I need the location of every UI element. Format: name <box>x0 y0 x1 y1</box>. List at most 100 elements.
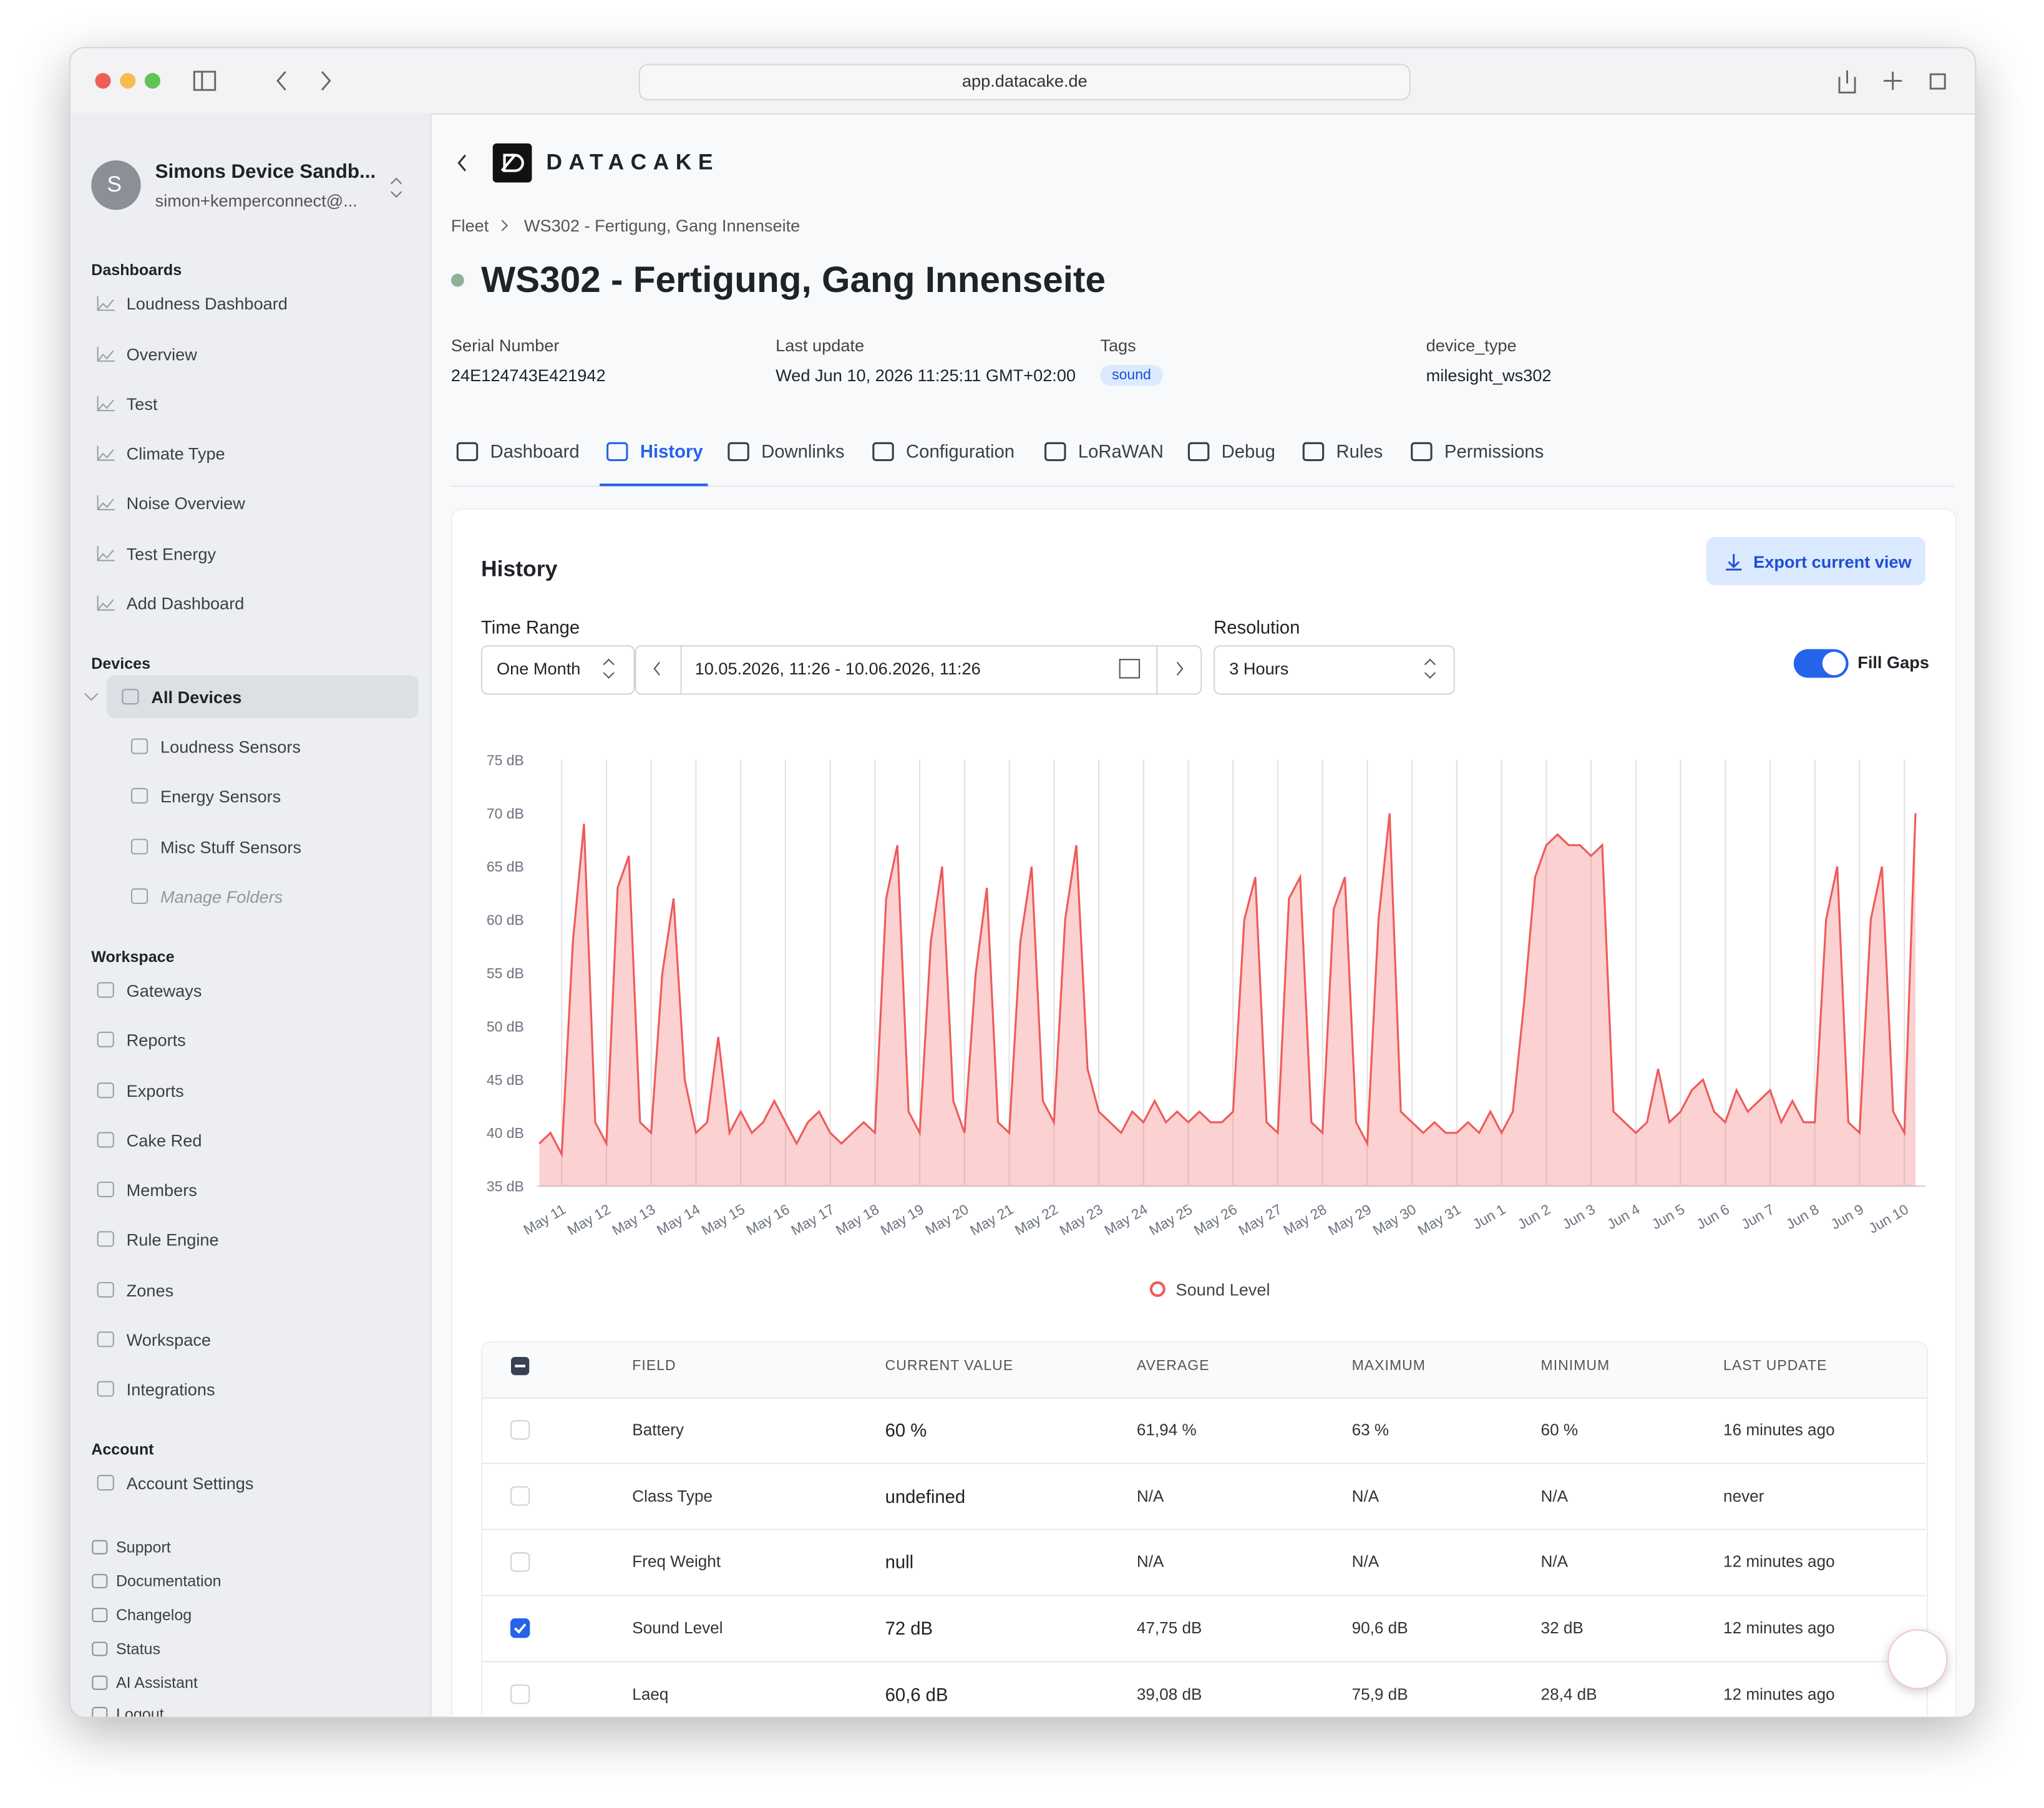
tab[interactable]: LoRaWAN <box>1078 440 1164 462</box>
tab-icon <box>1411 442 1433 462</box>
row-checkbox[interactable] <box>510 1684 530 1704</box>
tab[interactable]: Debug <box>1221 440 1275 462</box>
x-tick-label: May 30 <box>1370 1201 1419 1238</box>
back-arrow <box>457 154 467 172</box>
tab[interactable]: Rules <box>1336 440 1383 462</box>
date-range-input[interactable] <box>679 645 1158 695</box>
item-icon <box>130 838 148 855</box>
y-tick-label: 70 dB <box>487 805 524 822</box>
tab[interactable]: Dashboard <box>490 440 580 462</box>
status-dot <box>450 273 464 287</box>
sidebar-item: All Devices <box>151 688 242 707</box>
footer-link: Documentation <box>115 1572 221 1590</box>
x-tick-label: May 28 <box>1280 1201 1329 1238</box>
download-icon <box>1726 553 1742 571</box>
tab[interactable]: Downlinks <box>761 440 845 462</box>
sidebar-item: Overview <box>126 344 197 364</box>
x-tick-label: Jun 5 <box>1649 1201 1688 1233</box>
item-icon <box>97 546 115 561</box>
table-cell: 63 % <box>1351 1421 1389 1439</box>
control-label: Time Range <box>480 616 580 638</box>
x-tick-label: May 12 <box>565 1201 613 1238</box>
item-icon <box>122 689 139 705</box>
x-tick-label: May 20 <box>922 1201 971 1238</box>
table-cell: N/A <box>1351 1553 1380 1572</box>
table-cell: Battery <box>632 1421 684 1439</box>
checkmark <box>513 1623 527 1634</box>
breadcrumb-sep <box>501 220 509 231</box>
item-icon <box>97 296 115 311</box>
table-cell: 32 dB <box>1540 1619 1584 1638</box>
sidebar-item: Test Energy <box>126 544 217 564</box>
legend-label: Sound Level <box>1176 1280 1270 1300</box>
legend-marker <box>1149 1281 1166 1297</box>
sidebar-item: Gateways <box>126 981 202 1001</box>
export-label: Export current view <box>1753 552 1912 572</box>
meta-label: device_type <box>1426 335 1517 356</box>
item-icon <box>97 1181 114 1198</box>
sidebar-section-title: Dashboards <box>91 260 182 279</box>
y-tick-label: 45 dB <box>487 1072 524 1088</box>
row-checkbox[interactable] <box>510 1420 530 1440</box>
meta-value: 24E124743E421942 <box>450 366 606 386</box>
y-tick-label: 35 dB <box>487 1179 524 1195</box>
item-icon <box>97 1132 114 1148</box>
chevron <box>84 693 99 701</box>
table-cell: null <box>885 1552 914 1573</box>
url: app.datacake.de <box>961 70 1088 91</box>
resolution-select[interactable] <box>1214 645 1455 695</box>
nav-icons <box>193 70 1946 94</box>
all-devices-highlight <box>107 675 419 719</box>
prev-range[interactable] <box>635 645 682 695</box>
export-button[interactable] <box>1706 537 1925 586</box>
x-tick-label: May 31 <box>1414 1201 1463 1238</box>
sidebar-item: Account Settings <box>126 1473 254 1494</box>
x-tick-label: May 22 <box>1012 1201 1061 1238</box>
history-card <box>450 508 1957 1717</box>
meta-value: Wed Jun 10, 2026 11:25:11 GMT+02:00 <box>776 366 1076 386</box>
row-checkbox[interactable] <box>510 1486 530 1506</box>
x-tick-label: Jun 1 <box>1470 1201 1509 1233</box>
tab[interactable]: Permissions <box>1444 440 1544 462</box>
x-tick-label: Jun 2 <box>1515 1201 1554 1233</box>
meta-value: milesight_ws302 <box>1426 366 1552 386</box>
item-icon <box>97 1475 114 1491</box>
x-tick-label: May 14 <box>654 1201 703 1238</box>
resolution: 3 Hours <box>1229 659 1289 679</box>
tab[interactable]: History <box>640 440 703 462</box>
url-bar[interactable] <box>638 64 1411 100</box>
account-email: simon+kemperconnect@... <box>155 191 358 211</box>
next-range[interactable] <box>1156 645 1202 695</box>
overlay: 35 dB 40 dB 45 dB 50 dB 55 dB 60 dB 65 dB 70 dB… <box>84 70 1954 1717</box>
tab[interactable]: Configuration <box>906 440 1015 462</box>
footer-icon <box>92 1608 108 1623</box>
time-range: One Month <box>497 659 581 679</box>
line <box>538 813 1917 1158</box>
sidebar-section-title: Devices <box>91 654 151 673</box>
item-icon <box>130 888 148 904</box>
sidebar-item: Reports <box>126 1030 186 1050</box>
table-header-bg <box>482 1342 1927 1399</box>
ai-button[interactable] <box>1887 1629 1948 1689</box>
row-checkbox[interactable] <box>510 1552 530 1572</box>
sidebar-item: Loudness Sensors <box>160 737 301 757</box>
table-cell: never <box>1723 1487 1764 1505</box>
x-tick-label: May 11 <box>520 1201 568 1238</box>
footer-icon <box>92 1573 108 1588</box>
time-range-select[interactable] <box>480 645 635 695</box>
x-tick-label: Jun 4 <box>1604 1201 1643 1233</box>
footer-icon <box>92 1641 108 1656</box>
x-tick-label: Jun 9 <box>1828 1201 1867 1233</box>
row-checkbox[interactable] <box>510 1618 530 1638</box>
logo: DATACAKE <box>546 150 720 175</box>
tab-icon <box>1302 442 1325 462</box>
x-tick-label: Jun 10 <box>1866 1201 1911 1237</box>
tab-icon <box>606 442 628 462</box>
area <box>539 813 1916 1187</box>
toggle-knob <box>1822 651 1846 676</box>
window-button <box>120 73 136 89</box>
table-cell: 16 minutes ago <box>1723 1421 1835 1439</box>
sidebar-item: Test <box>126 394 158 414</box>
y-tick-label: 55 dB <box>487 965 524 981</box>
table-cell: Laeq <box>632 1685 669 1704</box>
